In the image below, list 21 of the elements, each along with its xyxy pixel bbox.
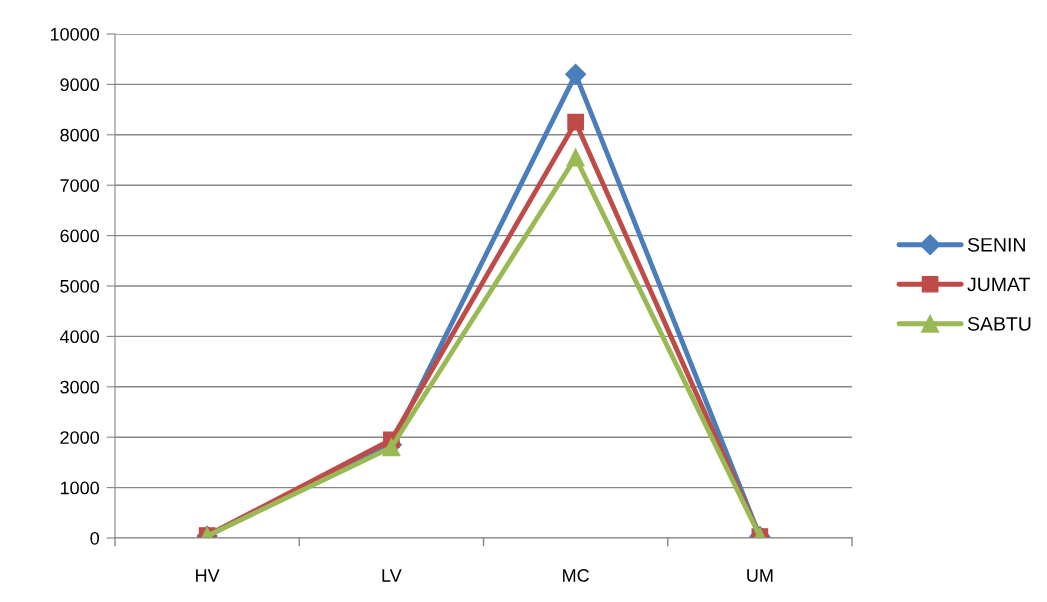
- point: [565, 63, 587, 85]
- y-tick-label: 1000: [60, 481, 100, 495]
- point: [567, 113, 584, 131]
- y-tick-label: 5000: [60, 279, 100, 293]
- point: [566, 148, 585, 167]
- y-tick-label: 2000: [60, 431, 100, 444]
- y-tick-label: 8000: [60, 128, 100, 142]
- y-tick-label: 4000: [59, 330, 100, 344]
- y-tick-label: 0: [90, 531, 100, 545]
- legend-label: SENIN: [967, 237, 1025, 252]
- y-tick-label: 6000: [60, 229, 100, 243]
- x-tick-label: HV: [196, 569, 220, 582]
- legend-label: JUMAT: [967, 277, 1030, 292]
- legend-label: SABTU: [967, 316, 1031, 331]
- y-tick-label: 9000: [60, 78, 100, 92]
- x-tick-label: MC: [563, 569, 589, 582]
- y-tick-label: 7000: [60, 179, 100, 192]
- y-tick-label: 10000: [50, 27, 100, 41]
- x-tick-label: LV: [382, 569, 402, 582]
- x-tick-label: UM: [747, 569, 773, 582]
- y-tick-label: 3000: [60, 380, 100, 394]
